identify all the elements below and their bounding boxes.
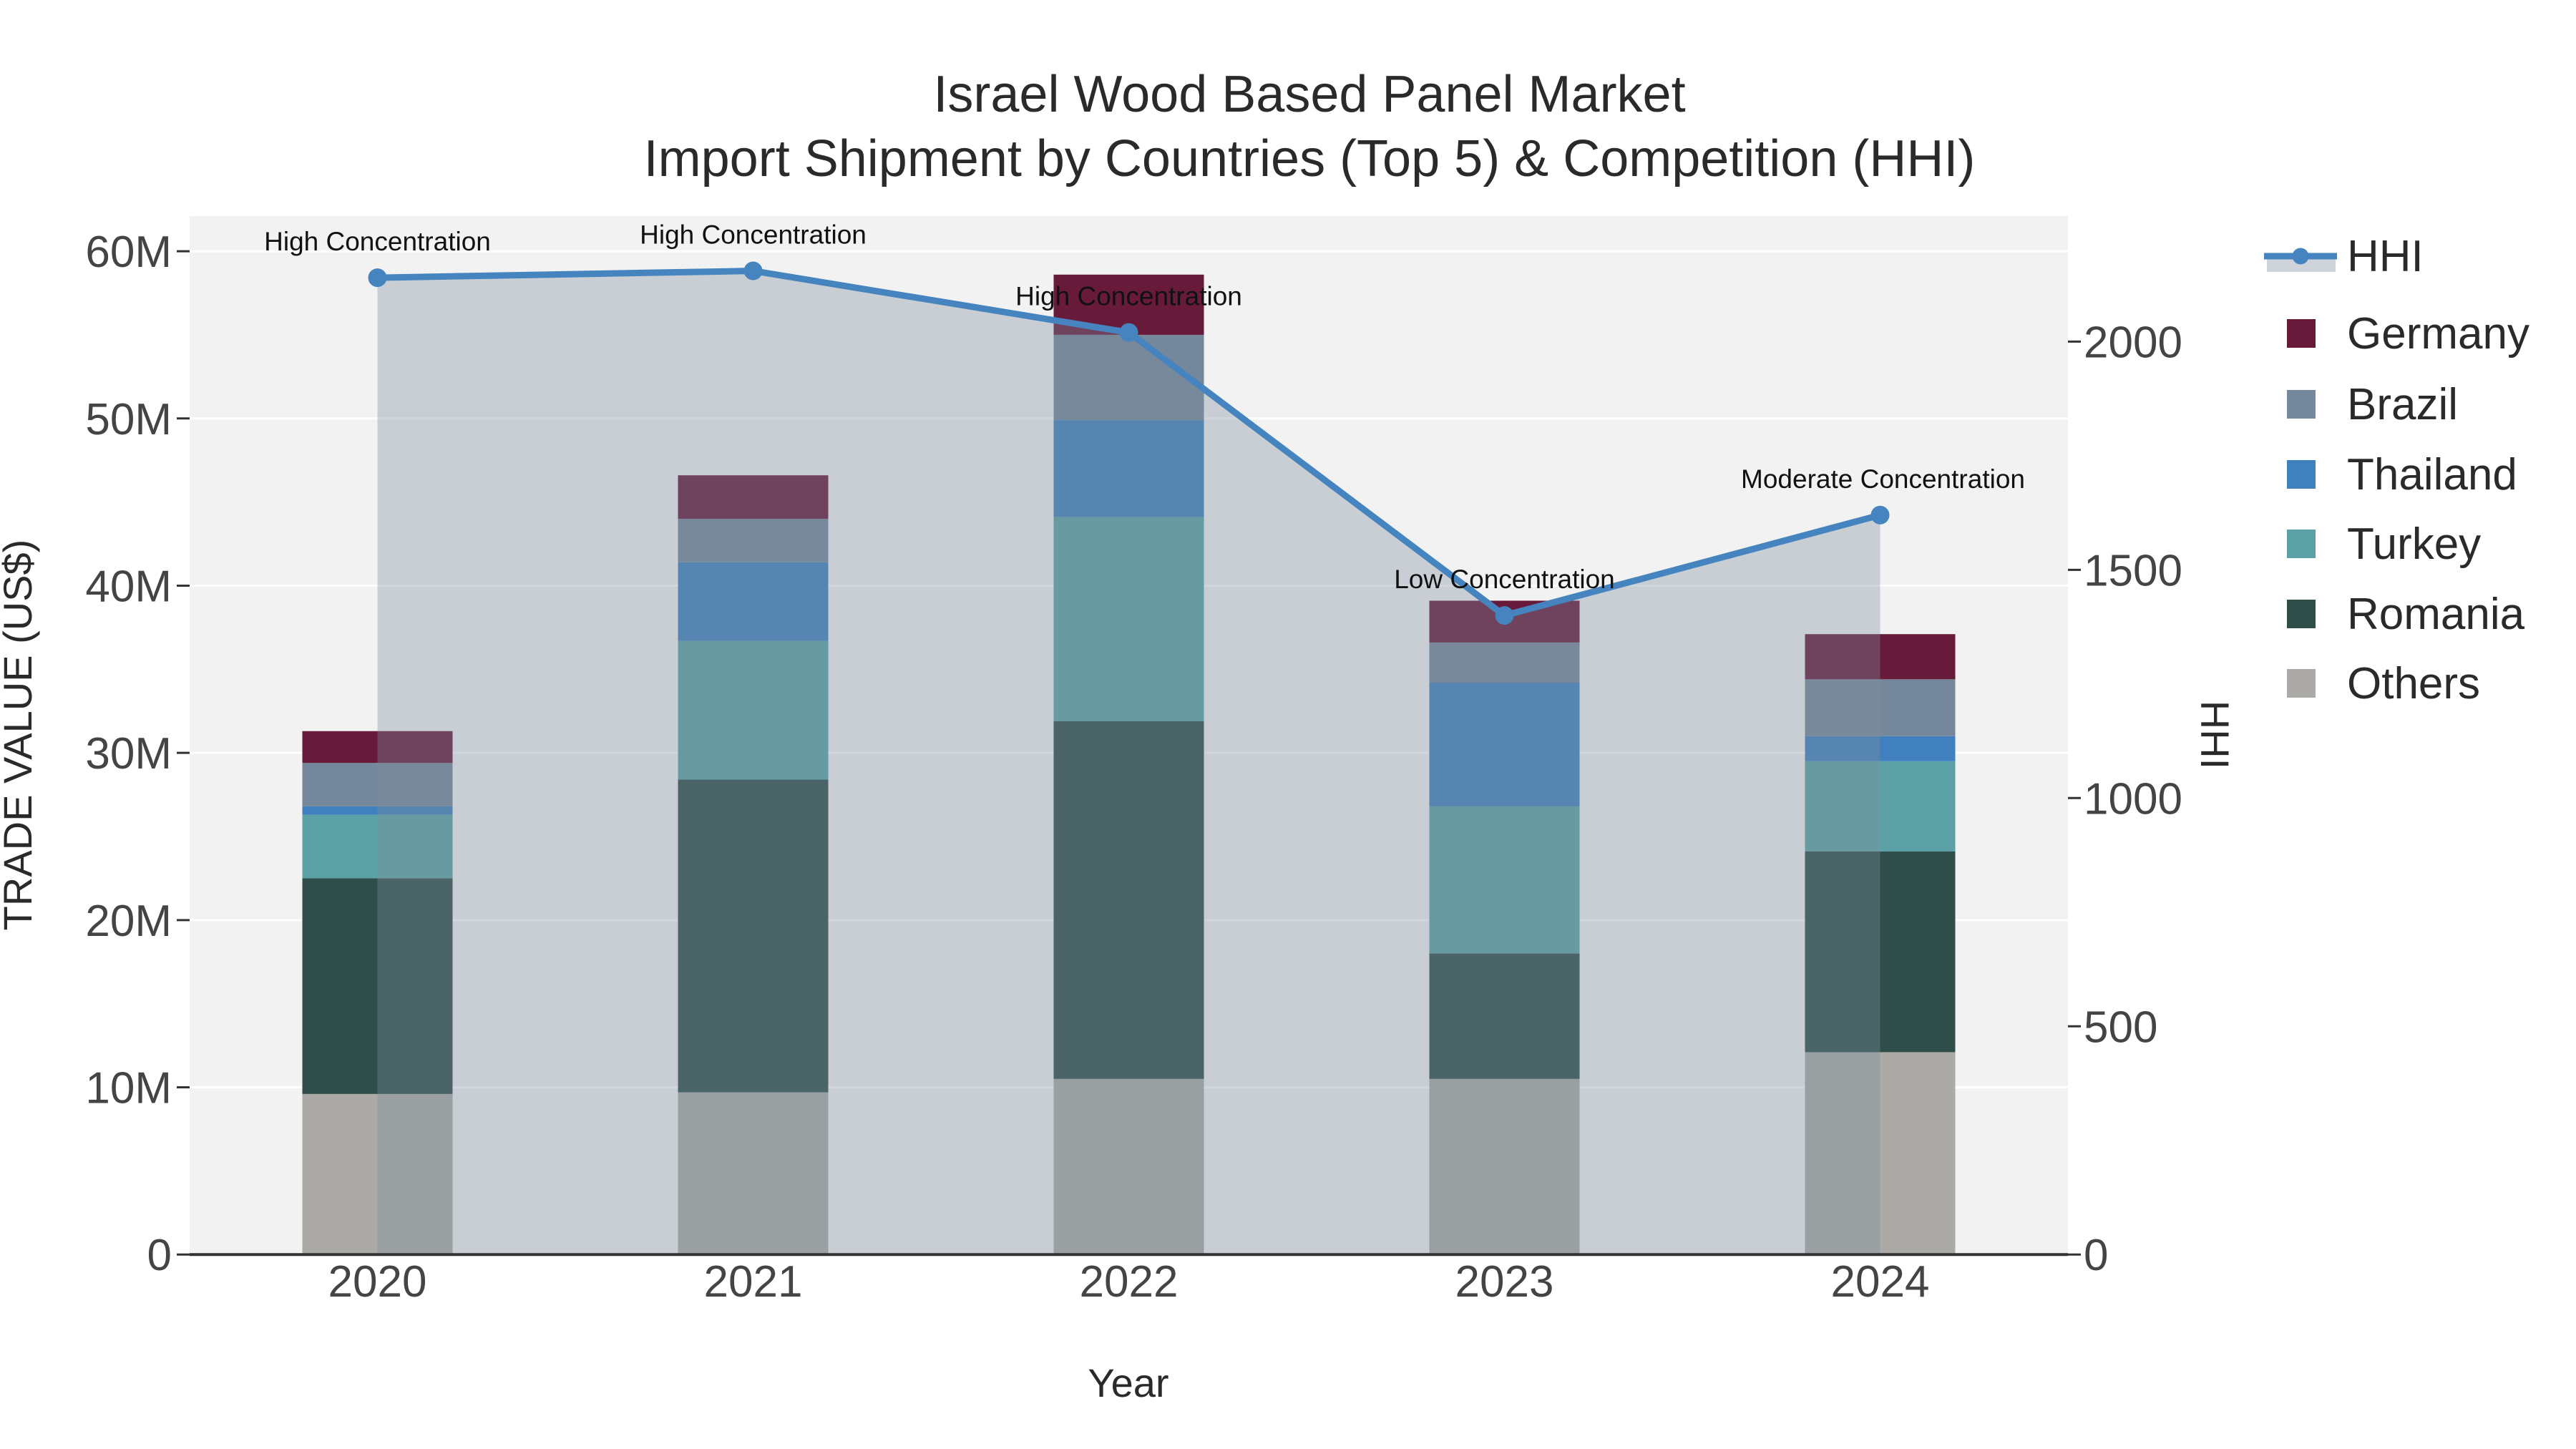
y-right-tick-label-500: 500	[2084, 1002, 2157, 1052]
bar-segment-brazil-2021[interactable]	[678, 518, 829, 562]
legend-item-thailand[interactable]: Thailand	[2287, 450, 2517, 499]
y-left-tick-label-50M: 50M	[85, 395, 172, 444]
y-right-tick-labels: 0 500 1000 1500 2000	[2084, 318, 2182, 1280]
y-left-tick-label-40M: 40M	[85, 562, 172, 611]
x-tick-label-2024: 2024	[1831, 1257, 1930, 1307]
legend-item-others[interactable]: Others	[2287, 659, 2480, 708]
bar-segment-brazil-2023[interactable]	[1429, 642, 1580, 683]
legend-item-turkey[interactable]: Turkey	[2287, 519, 2481, 569]
bar-segment-brazil-2020[interactable]	[302, 763, 453, 806]
legend-swatch-romania	[2287, 600, 2316, 628]
bar-segment-others-2023[interactable]	[1429, 1078, 1580, 1255]
bar-segment-romania-2023[interactable]	[1429, 953, 1580, 1079]
bar-segment-thailand-2024[interactable]	[1805, 736, 1956, 761]
bar-segment-romania-2021[interactable]	[678, 779, 829, 1093]
hhi-marker-2020[interactable]	[368, 268, 387, 288]
legend-hhi-marker	[2292, 248, 2309, 265]
y-left-tick-label-10M: 10M	[85, 1064, 172, 1113]
bar-segment-brazil-2024[interactable]	[1805, 679, 1956, 736]
hhi-marker-2021[interactable]	[743, 261, 763, 280]
bar-segment-turkey-2020[interactable]	[302, 814, 453, 879]
y-left-tick-label-60M: 60M	[85, 228, 172, 277]
y-right-tick-label-2000: 2000	[2084, 318, 2182, 367]
y-left-tick-label-30M: 30M	[85, 729, 172, 779]
bar-segment-others-2021[interactable]	[678, 1092, 829, 1255]
hhi-markers	[368, 261, 1890, 625]
x-tick-label-2020: 2020	[328, 1257, 427, 1307]
hhi-area	[377, 270, 1880, 1255]
legend-item-brazil[interactable]: Brazil	[2287, 380, 2458, 429]
legend-swatch-brazil	[2287, 390, 2316, 419]
legend-swatch-turkey	[2287, 530, 2316, 558]
legend-label-hhi: HHI	[2347, 232, 2424, 281]
y-right-tick-label-0: 0	[2084, 1231, 2108, 1280]
legend-item-germany[interactable]: Germany	[2287, 309, 2529, 358]
x-tick-label-2021: 2021	[704, 1257, 803, 1307]
y-right-axis-title: HHI	[2192, 701, 2238, 769]
annotation-2022: High Concentration	[1015, 282, 1242, 311]
legend-swatch-germany	[2287, 319, 2316, 348]
stacked-bars	[302, 274, 1956, 1255]
y-right-tick-label-1000: 1000	[2084, 774, 2182, 824]
chart-title-line2: Import Shipment by Countries (Top 5) & C…	[644, 130, 1976, 187]
bar-segment-romania-2020[interactable]	[302, 878, 453, 1094]
bar-segment-thailand-2021[interactable]	[678, 562, 829, 641]
legend-item-hhi[interactable]: HHI	[2264, 232, 2424, 281]
legend-item-romania[interactable]: Romania	[2287, 590, 2525, 639]
bar-segment-turkey-2021[interactable]	[678, 640, 829, 780]
x-tick-label-2022: 2022	[1080, 1257, 1179, 1307]
legend-swatch-others	[2287, 669, 2316, 698]
bar-segment-others-2020[interactable]	[302, 1093, 453, 1255]
bar-segment-germany-2021[interactable]	[678, 475, 829, 519]
legend: HHI Germany Brazil Thailand Turkey Romania Oth…	[2264, 232, 2529, 708]
bar-segment-others-2022[interactable]	[1053, 1078, 1204, 1255]
hhi-area-fill	[377, 270, 1880, 1255]
legend-label-brazil: Brazil	[2347, 380, 2458, 429]
bar-segment-thailand-2023[interactable]	[1429, 682, 1580, 806]
bar-segment-thailand-2022[interactable]	[1053, 420, 1204, 517]
bar-segment-brazil-2022[interactable]	[1053, 334, 1204, 421]
legend-swatch-thailand	[2287, 460, 2316, 489]
annotation-2023: Low Concentration	[1394, 565, 1615, 594]
bar-segment-others-2024[interactable]	[1805, 1052, 1956, 1255]
bar-segment-turkey-2024[interactable]	[1805, 761, 1956, 852]
bar-segment-romania-2022[interactable]	[1053, 721, 1204, 1079]
annotation-2024: Moderate Concentration	[1741, 464, 2025, 494]
x-axis-title: Year	[1088, 1360, 1169, 1405]
chart-title-line1: Israel Wood Based Panel Market	[933, 66, 1685, 123]
bar-segment-thailand-2020[interactable]	[302, 806, 453, 815]
y-left-tick-label-0: 0	[147, 1231, 172, 1280]
legend-label-romania: Romania	[2347, 590, 2525, 639]
y-right-tick-label-1500: 1500	[2084, 546, 2182, 595]
axis-lines	[177, 250, 2081, 1257]
y-left-axis-title: TRADE VALUE (US$)	[0, 540, 40, 931]
y-left-tick-label-20M: 20M	[85, 897, 172, 946]
y-left-tick-labels: 0 10M 20M 30M 40M 50M 60M	[85, 228, 172, 1280]
x-axis-tick-labels: 2020 2021 2022 2023 2024	[328, 1257, 1930, 1307]
legend-label-thailand: Thailand	[2347, 450, 2517, 499]
bar-segment-germany-2020[interactable]	[302, 731, 453, 763]
annotation-2020: High Concentration	[264, 227, 491, 256]
hhi-marker-2024[interactable]	[1870, 505, 1890, 525]
legend-label-germany: Germany	[2347, 309, 2529, 358]
annotation-2021: High Concentration	[640, 220, 867, 250]
bar-segment-turkey-2023[interactable]	[1429, 806, 1580, 954]
hhi-marker-2023[interactable]	[1495, 606, 1514, 625]
legend-label-others: Others	[2347, 659, 2480, 708]
legend-label-turkey: Turkey	[2347, 519, 2481, 569]
hhi-marker-2022[interactable]	[1119, 323, 1138, 342]
x-tick-label-2023: 2023	[1455, 1257, 1554, 1307]
bar-segment-germany-2024[interactable]	[1805, 634, 1956, 680]
annotations: High Concentration High Concentration High…	[264, 220, 2025, 595]
bar-segment-turkey-2022[interactable]	[1053, 517, 1204, 721]
bar-segment-romania-2024[interactable]	[1805, 852, 1956, 1053]
